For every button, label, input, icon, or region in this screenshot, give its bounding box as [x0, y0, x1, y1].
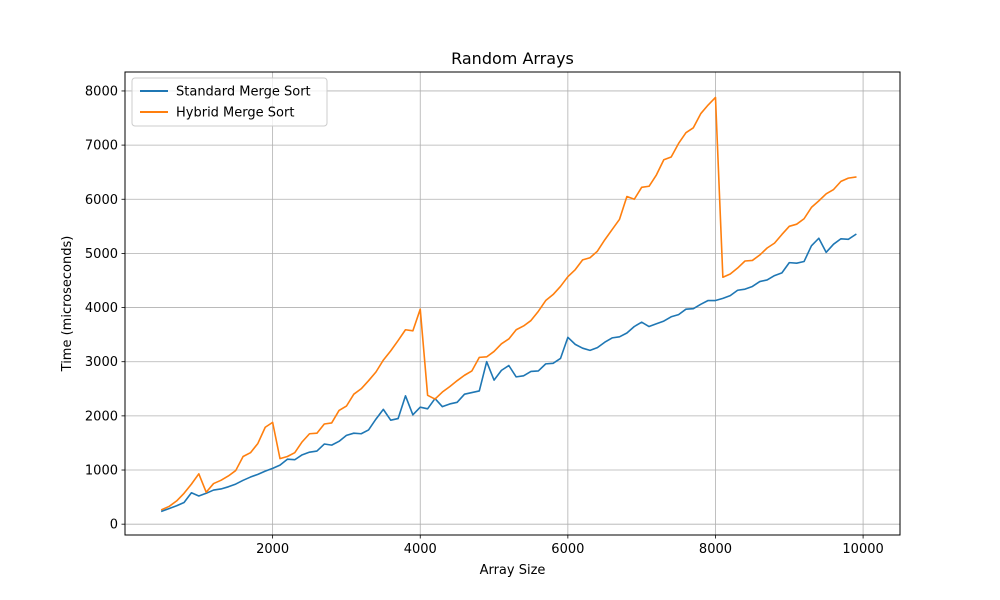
legend-label-hybrid: Hybrid Merge Sort	[176, 106, 294, 121]
plot-frame	[124, 71, 901, 536]
x-tick-label: 10000	[842, 542, 883, 557]
x-tick-label: 8000	[699, 542, 732, 557]
y-tick-label: 2000	[85, 409, 118, 424]
chart-title: Random Arrays	[451, 49, 574, 68]
x-axis-label: Array Size	[480, 563, 546, 578]
legend-label-standard: Standard Merge Sort	[176, 85, 311, 100]
y-tick-label: 7000	[85, 139, 118, 154]
legend-box	[131, 77, 328, 127]
y-tick-label: 1000	[85, 464, 118, 479]
y-tick-label: 4000	[85, 301, 118, 316]
y-tick-label: 5000	[85, 247, 118, 262]
y-axis-label: Time (microseconds)	[60, 236, 75, 373]
series-line-hybrid-merge-sort	[160, 96, 857, 511]
y-tick-label: 6000	[85, 193, 118, 208]
grid	[125, 72, 900, 535]
y-axis-ticks: 0 1000 2000 3000 4000 5000 6000 7000 8000	[85, 84, 125, 533]
plot-area	[125, 72, 900, 535]
series-layer	[160, 96, 857, 513]
x-tick-label: 4000	[404, 542, 437, 557]
y-tick-label: 8000	[85, 84, 118, 99]
x-tick-label: 6000	[551, 542, 584, 557]
series-line-standard-merge-sort	[160, 233, 857, 513]
y-tick-label: 3000	[85, 355, 118, 370]
x-axis-ticks: 2000 4000 6000 8000 10000	[256, 535, 884, 557]
x-tick-label: 2000	[256, 542, 289, 557]
legend: Standard Merge Sort Hybrid Merge Sort	[131, 77, 328, 127]
y-tick-label: 0	[110, 518, 118, 533]
